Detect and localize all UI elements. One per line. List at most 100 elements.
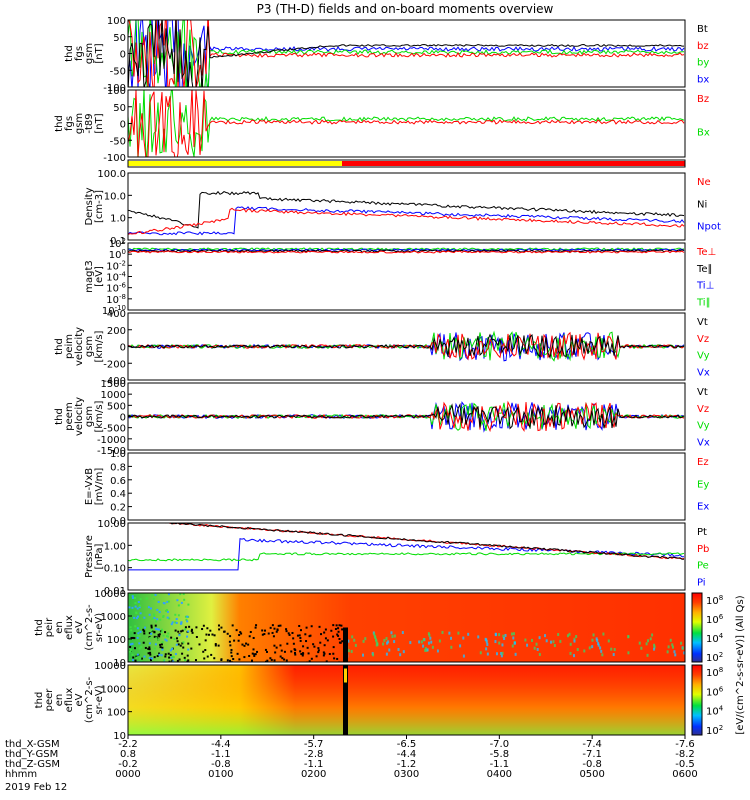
spectrogram-pixel [254,653,257,656]
spectrogram-pixel [374,636,377,640]
spectrogram-pixel [187,648,190,651]
spectrogram-pixel [382,642,385,646]
spectrogram-pixel [143,616,146,619]
electron-velocity-ylabel: thd [54,408,65,425]
spectrogram-pixel [645,642,648,646]
spectrogram-pixel [249,631,252,634]
density-series-Ne [128,207,685,235]
spectrogram-pixel [239,631,242,634]
spectrogram-pixel [131,595,134,598]
spectrogram-pixel [183,598,186,601]
spectrogram-pixel [573,637,576,641]
ion-spectrogram-ylabel: en [54,621,65,634]
spectrogram-pixel [277,624,280,627]
spectrogram-pixel [184,659,187,662]
spectrogram-pixel [147,606,150,609]
spectrogram-pixel [223,630,226,633]
spectrogram-pixel [424,647,427,651]
spectrogram-pixel [150,607,153,610]
spectrogram-pixel [607,639,610,643]
pressure-ylabel: [nPa] [94,543,105,569]
spectrogram-pixel [386,641,389,645]
spectrogram-pixel [186,654,189,657]
spectrogram-pixel [302,645,305,648]
spectrogram-pixel [253,654,256,657]
spectrogram-pixel [376,642,379,646]
spectrogram-pixel [168,617,171,620]
spectrogram-pixel [171,621,174,624]
fgs-gsm-offset-series-Bx [128,90,685,157]
spectrogram-pixel [281,657,284,660]
spectrogram-pixel [325,660,328,662]
spectrogram-pixel [422,644,425,648]
spectrogram-pixel [240,632,243,635]
spectrogram-pixel [153,616,156,619]
efield-ytick-label: 0.4 [110,489,126,500]
spectrogram-pixel [279,655,282,658]
temperature-plot-area [128,247,685,254]
colorbar-tick-label: 108 [706,666,723,679]
spectrogram-pixel [653,645,656,649]
spectrogram-pixel [559,639,562,643]
spectrogram-pixel [250,659,253,662]
spectrogram-pixel [152,597,155,600]
ion-velocity-ytick-label: -400 [103,376,126,387]
spectrogram-pixel [393,634,396,638]
spectrogram-pixel [323,652,326,655]
spectrogram-pixel [428,633,431,637]
spectrogram-pixel [236,652,239,655]
electron-velocity-legend-Vy: Vy [697,421,710,432]
spectrogram-pixel [174,653,177,656]
spectrogram-pixel [175,621,178,624]
spectrogram-pixel [166,610,169,613]
spectrogram-pixel [134,625,137,628]
spectrogram-pixel [136,653,139,656]
spectrogram-pixel [332,635,335,638]
spectrogram-pixel [179,644,182,647]
spectrogram-pixel [310,625,313,628]
density-legend-Ne: Ne [697,177,711,188]
electron-velocity-ytick-label: -1500 [97,446,126,457]
spectrogram-pixel [328,653,331,656]
spectrogram-pixel [160,643,163,646]
efield-legend-Ey: Ey [697,479,709,490]
spectrogram-pixel [129,650,132,653]
spectrogram-pixel [149,657,152,660]
spectrogram-pixel [264,648,267,651]
colorbar-tick-label: 104 [706,632,724,645]
spectrogram-pixel [202,624,205,627]
density-ytick-label: 1.0 [110,214,126,225]
spectrogram-pixel [166,600,169,603]
spectrogram-pixel [158,635,161,638]
spectrogram-pixel [320,633,323,636]
spectrogram-pixel [153,647,156,650]
spectrogram-pixel [217,624,220,627]
spectrogram-pixel [333,657,336,660]
electron-velocity-ytick-label: -500 [103,424,126,435]
spectrogram-pixel [204,639,207,642]
spectrogram-pixel [138,647,141,650]
spectrogram-pixel [671,643,674,647]
spectrogram-pixel [322,654,325,657]
spectrogram-pixel [462,654,465,658]
spectrogram-pixel [427,641,430,645]
spectrogram-pixel [290,650,293,653]
spectrogram-pixel [441,630,444,634]
spectrogram-pixel [271,624,274,627]
spectrogram-pixel [544,634,547,638]
spectrogram-pixel [337,634,340,637]
spectrogram-pixel [176,640,179,643]
spectrogram-pixel [330,629,333,632]
fgs-gsm-plot-area [128,20,685,87]
fgs-gsm-offset-legend-Bx: Bx [697,128,710,139]
spectrogram-pixel [438,639,441,643]
spectrogram-pixel [160,628,163,631]
spectrogram-pixel [238,658,241,661]
density-plot-area [128,190,685,236]
spectrogram-pixel [332,652,335,655]
spectrogram-pixel [504,633,507,637]
spectrogram-pixel [583,649,586,653]
spectrogram-pixel [162,602,165,605]
spectrogram-pixel [164,638,167,641]
